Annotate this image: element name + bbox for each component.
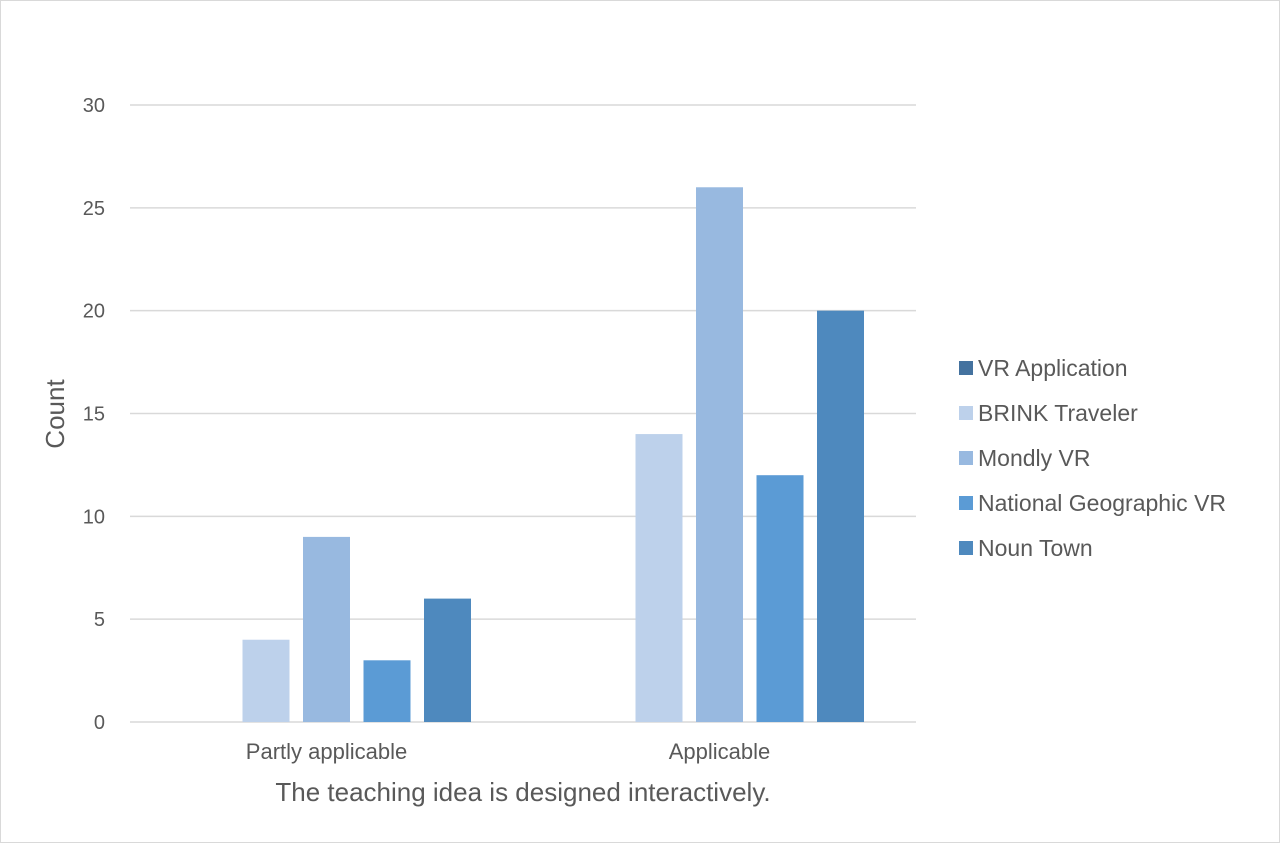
y-axis-title: Count [40, 379, 70, 449]
y-tick-label: 0 [94, 712, 105, 734]
bar-noun-town-applicable [817, 310, 864, 722]
y-tick-label: 25 [83, 198, 105, 220]
bar-mondly-vr-partly-applicable [303, 536, 350, 722]
bar-national-geographic-vr-partly-applicable [363, 660, 411, 722]
y-tick-label: 30 [83, 95, 105, 117]
bars [242, 187, 864, 722]
legend-label: Noun Town [978, 535, 1093, 561]
legend: VR Application BRINK Traveler Mondly VR Nat… [959, 355, 1226, 561]
legend-swatch [959, 496, 973, 510]
y-tick-label: 15 [83, 404, 105, 426]
legend-label: Mondly VR [978, 445, 1090, 471]
x-category-label: Applicable [669, 739, 771, 764]
bar-national-geographic-vr-applicable [756, 475, 804, 722]
gridlines [130, 104, 916, 723]
y-tick-label: 5 [94, 609, 105, 631]
legend-label: BRINK Traveler [978, 400, 1138, 426]
legend-swatch [959, 406, 973, 420]
x-category-label: Partly applicable [246, 739, 407, 764]
legend-label: National Geographic VR [978, 490, 1226, 516]
y-tick-label: 10 [83, 506, 105, 528]
legend-swatch [959, 451, 973, 465]
bar-brink-traveler-partly-applicable [242, 639, 290, 722]
bar-mondly-vr-applicable [696, 187, 743, 722]
x-axis-title: The teaching idea is designed interactiv… [275, 777, 770, 807]
y-axis-ticks: 0 5 10 15 20 25 30 [83, 95, 105, 734]
legend-swatch [959, 541, 973, 555]
bar-noun-town-partly-applicable [424, 598, 471, 722]
x-axis-categories: Partly applicable Applicable [246, 739, 770, 764]
legend-label: VR Application [978, 355, 1128, 381]
y-tick-label: 20 [83, 301, 105, 323]
bar-brink-traveler-applicable [635, 434, 683, 722]
legend-swatch [959, 361, 973, 375]
